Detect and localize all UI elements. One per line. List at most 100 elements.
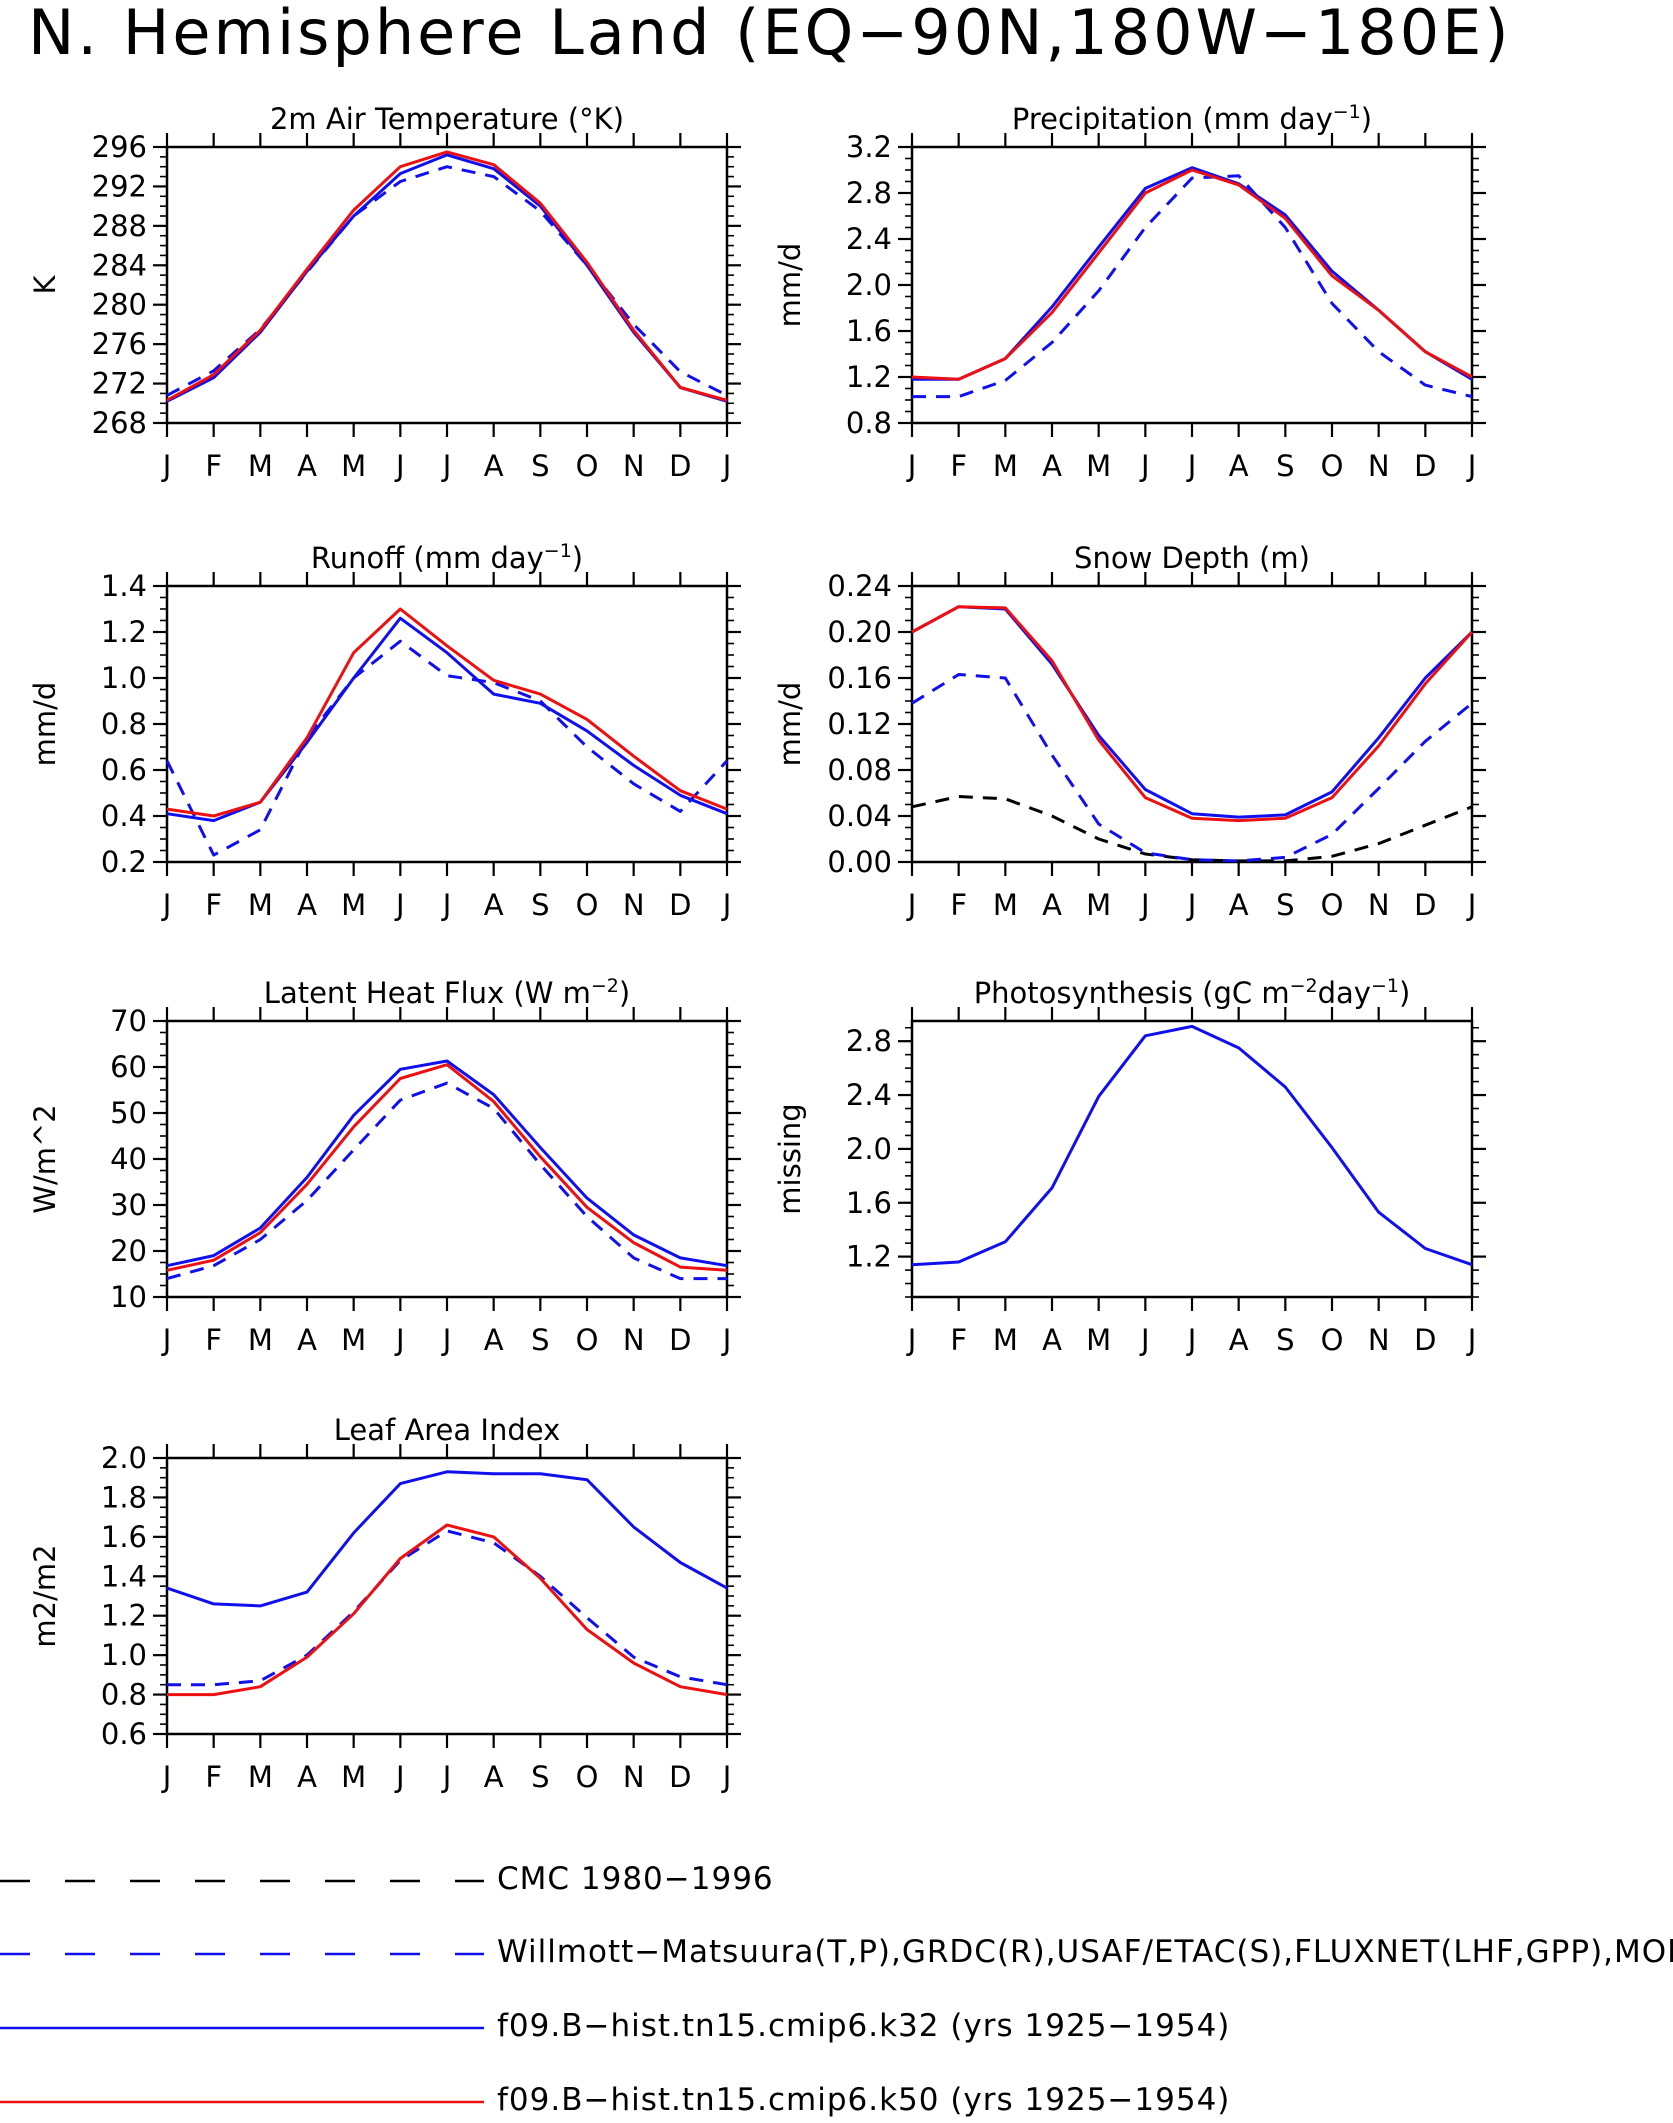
x-tick-label: O — [1321, 1323, 1344, 1357]
chart-title: Precipitation (mm day−1) — [1012, 101, 1372, 136]
chart-panel-4: J F M A M J J A S O N D J0.000.040.080.120.160.200.2… — [773, 541, 1486, 922]
x-tick-label: J — [161, 1323, 172, 1357]
series-line-k32 — [166, 616, 728, 823]
chart-panel-3: J F M A M J J A S O N D J0.20.40.60.81.01.21.4Runoff… — [28, 540, 741, 922]
y-axis-label: W/m^2 — [28, 1104, 62, 1213]
legend-swatch-k50 — [0, 2100, 484, 2104]
x-tick-label: A — [1042, 1323, 1062, 1357]
x-tick-label: J — [441, 888, 452, 922]
x-tick-label: J — [906, 1323, 917, 1357]
y-tick-label: 280 — [92, 288, 147, 322]
x-tick-label: D — [1414, 449, 1436, 483]
x-tick-label: F — [950, 449, 967, 483]
series-line-k50 — [911, 168, 1473, 381]
x-tick-label: D — [1414, 888, 1436, 922]
chart-title: Snow Depth (m) — [1074, 541, 1310, 575]
x-tick-label: O — [1321, 888, 1344, 922]
y-tick-label: 1.2 — [846, 1240, 892, 1274]
y-tick-label: 2.4 — [846, 1078, 892, 1112]
y-tick-label: 276 — [92, 327, 147, 361]
x-tick-label: J — [1139, 449, 1150, 483]
y-tick-label: 2.8 — [846, 1024, 892, 1058]
series-line-k32 — [911, 1024, 1473, 1267]
y-tick-label: 30 — [110, 1188, 147, 1222]
legend-label-cmc: CMC 1980−1996 — [497, 1861, 774, 1897]
x-tick-label: O — [1321, 449, 1344, 483]
legend-label-k50: f09.B−hist.tn15.cmip6.k50 (yrs 1925−1954… — [497, 2082, 1231, 2118]
x-tick-label: A — [484, 888, 504, 922]
y-tick-label: 2.0 — [101, 1441, 147, 1475]
x-tick-label: M — [248, 449, 273, 483]
x-tick-label: J — [1466, 449, 1477, 483]
legend-swatch-k32 — [0, 2026, 484, 2030]
x-tick-label: F — [205, 449, 222, 483]
series-line-k50 — [166, 150, 728, 402]
x-tick-label: N — [623, 888, 645, 922]
y-tick-label: 1.6 — [101, 1520, 147, 1554]
x-tick-label: N — [1368, 449, 1390, 483]
y-tick-label: 1.0 — [101, 661, 147, 695]
x-tick-label: J — [1466, 1323, 1477, 1357]
y-axis-label: mm/d — [773, 682, 807, 767]
x-tick-label: J — [906, 449, 917, 483]
x-tick-label: N — [1368, 1323, 1390, 1357]
plot-frame — [910, 1019, 1474, 1299]
x-tick-label: D — [669, 1323, 691, 1357]
charts-canvas: J F M A M J J A S O N D J2682722762802842882922962m … — [28, 101, 1486, 1794]
series-line-cmc — [911, 795, 1473, 863]
plot-frame — [910, 145, 1474, 425]
x-tick-label: M — [341, 449, 366, 483]
y-tick-label: 296 — [92, 130, 147, 164]
x-tick-label: M — [1086, 449, 1111, 483]
x-tick-label: M — [993, 449, 1018, 483]
y-axis-label: mm/d — [28, 682, 62, 767]
x-tick-label: M — [341, 1760, 366, 1794]
series-line-k32 — [912, 166, 1473, 381]
x-tick-label: A — [484, 1323, 504, 1357]
x-tick-label: J — [1466, 888, 1477, 922]
x-tick-label: M — [1086, 888, 1111, 922]
x-tick-label: S — [531, 1760, 549, 1794]
x-tick-label: J — [1186, 449, 1197, 483]
x-tick-label: D — [669, 449, 691, 483]
series-line-k50 — [166, 607, 728, 818]
x-tick-label: J — [394, 449, 405, 483]
y-tick-label: 0.6 — [101, 1717, 147, 1751]
x-tick-label: N — [1368, 888, 1390, 922]
y-tick-label: 0.8 — [101, 707, 147, 741]
x-tick-label: A — [1229, 449, 1249, 483]
y-tick-label: 60 — [110, 1050, 147, 1084]
x-tick-label: N — [623, 1760, 645, 1794]
y-tick-label: 0.4 — [101, 799, 147, 833]
x-tick-label: A — [1229, 888, 1249, 922]
chart-title: Leaf Area Index — [334, 1413, 560, 1447]
series-line-obs — [912, 174, 1473, 399]
plot-frame — [165, 1456, 729, 1736]
y-tick-label: 0.6 — [101, 753, 147, 787]
series-line-obs — [911, 673, 1473, 863]
x-tick-label: J — [441, 1760, 452, 1794]
series-line-obs — [166, 1081, 727, 1281]
x-tick-label: O — [576, 1323, 599, 1357]
chart-panel-1: J F M A M J J A S O N D J2682722762802842882922962m … — [28, 102, 741, 483]
x-tick-label: M — [248, 1760, 273, 1794]
x-tick-label: J — [721, 1760, 732, 1794]
y-tick-label: 2.0 — [846, 268, 892, 302]
y-tick-label: 1.2 — [101, 615, 147, 649]
x-tick-label: M — [1086, 1323, 1111, 1357]
x-tick-label: J — [394, 1760, 405, 1794]
x-tick-label: A — [297, 1323, 317, 1357]
x-tick-label: J — [1139, 888, 1150, 922]
page-title: N. Hemisphere Land (EQ−90N,180W−180E) — [28, 0, 1512, 69]
legend-label-obs: Willmott−Matsuura(T,P),GRDC(R),USAF/ETAC… — [497, 1934, 1673, 1970]
y-tick-label: 3.2 — [846, 130, 892, 164]
x-tick-label: M — [993, 1323, 1018, 1357]
y-tick-label: 1.2 — [101, 1599, 147, 1633]
x-tick-label: J — [906, 888, 917, 922]
y-axis-label: mm/d — [773, 243, 807, 328]
x-tick-label: A — [297, 1760, 317, 1794]
y-tick-label: 40 — [110, 1142, 147, 1176]
x-tick-label: J — [394, 888, 405, 922]
y-tick-label: 2.4 — [846, 222, 892, 256]
y-tick-label: 0.00 — [827, 845, 892, 879]
